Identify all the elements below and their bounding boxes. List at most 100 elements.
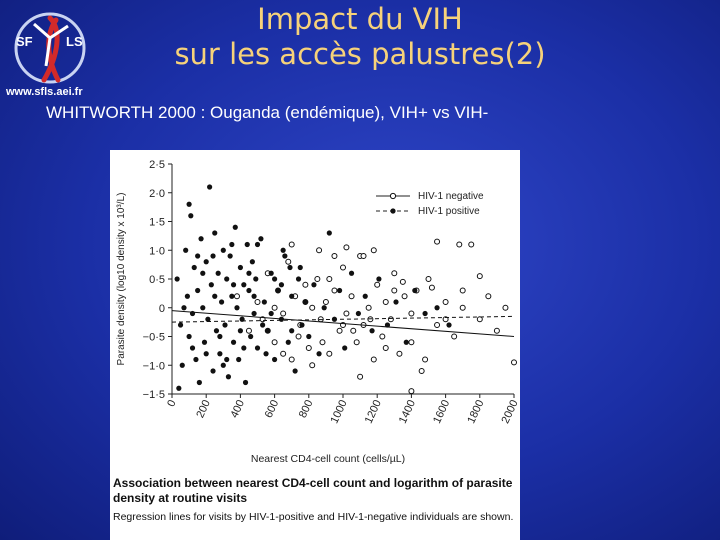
slide-title: Impact du VIH sur les accès palustres(2)	[120, 2, 600, 72]
point-hiv-positive	[412, 287, 418, 294]
point-hiv-positive	[225, 374, 232, 380]
point-hiv-positive	[237, 328, 243, 334]
point-hiv-negative	[442, 299, 449, 305]
regression-lines	[171, 310, 515, 337]
point-hiv-negative	[326, 350, 333, 357]
point-hiv-negative	[382, 299, 389, 305]
y-tick-label: 2·0	[149, 188, 165, 200]
point-hiv-positive	[227, 253, 233, 259]
point-hiv-positive	[302, 299, 308, 305]
point-hiv-positive	[205, 316, 211, 322]
y-axis-label: Parasite density (log10 density x 10³/L)	[116, 193, 127, 366]
slide-subtitle: WHITWORTH 2000 : Ouganda (endémique), VI…	[46, 103, 489, 122]
point-hiv-positive	[222, 322, 228, 328]
point-hiv-positive	[242, 379, 249, 386]
y-axis-label-text: Parasite density (log10 density x 10³/L)	[116, 193, 127, 366]
point-hiv-negative	[348, 293, 355, 300]
point-hiv-negative	[280, 350, 287, 357]
sfls-logo: SF LS	[14, 12, 86, 84]
logo-text-left: SF	[16, 34, 33, 49]
point-hiv-positive	[210, 253, 216, 259]
point-hiv-positive	[265, 328, 271, 334]
point-hiv-positive	[251, 293, 257, 299]
legend-label-negative: HIV-1 negative	[418, 191, 484, 202]
point-hiv-positive	[254, 241, 261, 248]
y-tick-label: 1·5	[149, 217, 165, 229]
point-hiv-positive	[215, 270, 221, 276]
y-tick-label: −0·5	[143, 332, 165, 344]
point-hiv-positive	[289, 328, 295, 334]
point-hiv-positive	[183, 247, 189, 253]
y-ticks: 2·5 2·0 1·5 1·0 0·5 0 −0·5 −1·0 −1·5	[143, 159, 172, 401]
legend: HIV-1 negative HIV-1 positive	[376, 191, 484, 217]
point-hiv-negative	[331, 253, 338, 259]
point-hiv-negative	[326, 276, 333, 282]
point-hiv-negative	[502, 304, 509, 311]
point-hiv-negative	[401, 293, 408, 300]
point-hiv-positive	[348, 270, 355, 276]
point-hiv-negative	[271, 339, 278, 346]
legend-marker-positive	[390, 208, 396, 214]
point-hiv-positive	[263, 351, 269, 357]
figure-caption-text: Regression lines for visits by HIV-1-pos…	[113, 511, 514, 523]
point-hiv-negative	[391, 287, 398, 294]
point-hiv-negative	[493, 327, 500, 334]
point-hiv-positive	[207, 184, 213, 190]
logo-url[interactable]: www.sfls.aei.fr	[6, 86, 83, 98]
point-hiv-positive	[316, 351, 322, 357]
x-tick-label: 1400	[397, 398, 418, 425]
point-hiv-negative	[254, 299, 261, 305]
point-hiv-positive	[246, 287, 252, 294]
point-hiv-negative	[343, 244, 350, 251]
point-hiv-negative	[459, 304, 466, 311]
point-hiv-positive	[268, 310, 274, 317]
point-hiv-positive	[287, 264, 293, 271]
x-tick-label: 0	[165, 398, 178, 409]
point-hiv-negative	[319, 339, 326, 346]
series-hiv-positive	[174, 184, 452, 391]
point-hiv-negative	[302, 281, 309, 288]
x-tick-label: 1200	[363, 398, 384, 425]
point-hiv-positive	[278, 282, 285, 288]
point-hiv-negative	[468, 241, 475, 248]
point-hiv-positive	[311, 282, 317, 288]
point-hiv-negative	[340, 264, 346, 271]
slide-title-line-1: Impact du VIH	[257, 2, 463, 36]
point-hiv-positive	[208, 282, 214, 288]
point-hiv-negative	[428, 284, 435, 291]
point-hiv-negative	[370, 356, 377, 363]
point-hiv-positive	[434, 305, 440, 311]
point-hiv-negative	[357, 373, 364, 380]
legend-marker-negative	[389, 192, 397, 200]
point-hiv-positive	[306, 333, 312, 340]
point-hiv-negative	[382, 345, 389, 351]
point-hiv-positive	[289, 293, 295, 299]
point-hiv-positive	[200, 305, 206, 311]
point-hiv-positive	[268, 270, 274, 276]
point-hiv-positive	[218, 299, 225, 305]
point-hiv-positive	[200, 270, 206, 276]
point-hiv-negative	[288, 356, 295, 363]
point-hiv-positive	[393, 299, 399, 305]
point-hiv-negative	[331, 287, 338, 294]
point-hiv-positive	[241, 282, 247, 288]
point-hiv-positive	[258, 236, 264, 242]
point-hiv-positive	[237, 264, 243, 271]
point-hiv-positive	[196, 379, 202, 386]
regression-line-negative	[171, 310, 515, 337]
point-hiv-negative	[451, 333, 458, 340]
point-hiv-negative	[285, 258, 292, 265]
point-hiv-negative	[305, 345, 312, 351]
point-hiv-positive	[186, 201, 192, 207]
x-axis-label: Nearest CD4-cell count (cells/µL)	[251, 453, 405, 465]
point-hiv-positive	[292, 368, 298, 374]
point-hiv-positive	[244, 241, 250, 248]
y-tick-label: 1·0	[149, 245, 165, 257]
point-hiv-negative	[456, 241, 463, 248]
point-hiv-positive	[186, 333, 192, 340]
point-hiv-negative	[374, 281, 381, 288]
point-hiv-negative	[245, 327, 252, 334]
point-hiv-negative	[353, 339, 360, 346]
point-hiv-positive	[241, 345, 247, 351]
point-hiv-positive	[181, 305, 187, 311]
